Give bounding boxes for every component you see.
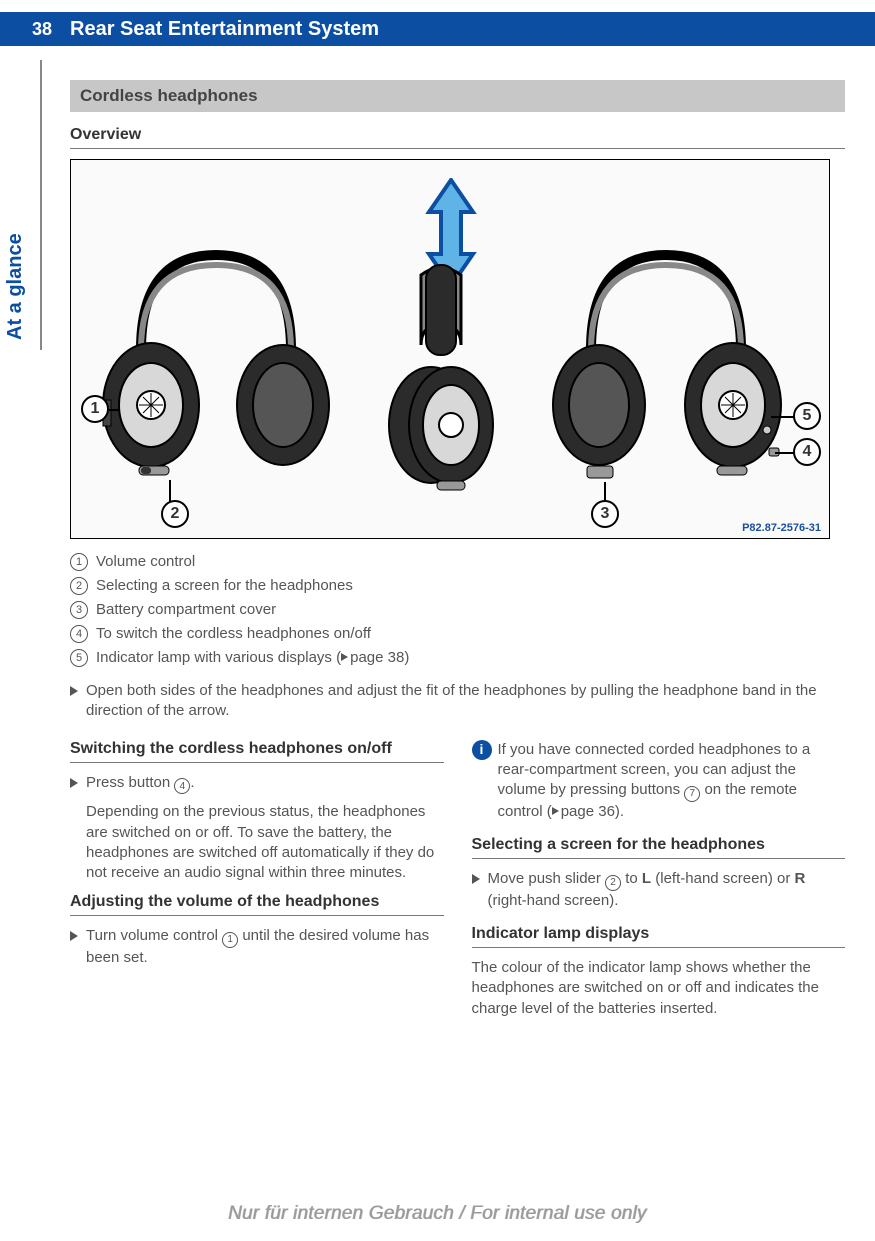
content-area: Cordless headphones Overview	[70, 80, 845, 1029]
subhead-switching: Switching the cordless headphones on/off	[70, 740, 444, 763]
two-column-area: Switching the cordless headphones on/off…	[70, 740, 845, 1029]
circ-ref-7: 7	[684, 786, 700, 802]
legend-row: 4 To switch the cordless headphones on/o…	[70, 625, 845, 643]
callout-2: 2	[161, 500, 189, 528]
bold-L: L	[642, 870, 651, 887]
open-headphones-step: Open both sides of the headphones and ad…	[70, 681, 845, 722]
headphone-drawing-1	[101, 230, 331, 500]
left-column: Switching the cordless headphones on/off…	[70, 740, 444, 1029]
header-bar: 38 Rear Seat Entertainment System	[0, 12, 875, 46]
subhead-indicator: Indicator lamp displays	[472, 925, 846, 948]
side-rule	[40, 60, 42, 350]
legend-text-4: To switch the cordless headphones on/off	[96, 625, 845, 642]
press-button-step: Press button 4.	[70, 773, 444, 795]
subhead-select-screen: Selecting a screen for the headphones	[472, 836, 846, 859]
legend-text-5: Indicator lamp with various displays ( pa…	[96, 649, 845, 666]
callout-4: 4	[793, 438, 821, 466]
indicator-body: The colour of the indicator lamp shows w…	[472, 958, 846, 1019]
info-icon: i	[472, 740, 492, 760]
callout-5: 5	[793, 402, 821, 430]
callout-1: 1	[81, 395, 109, 423]
r-s1-pre: Move push slider	[488, 870, 606, 887]
press-button-text: Press button 4.	[86, 773, 444, 795]
info-post: ).	[615, 803, 624, 820]
switching-body: Depending on the previous status, the he…	[70, 802, 444, 883]
step-bullet-icon	[70, 778, 78, 788]
legend-5-post: )	[404, 649, 409, 666]
step-bullet-icon	[472, 874, 480, 884]
legend-row: 5 Indicator lamp with various displays (…	[70, 649, 845, 667]
side-tab: At a glance	[0, 130, 36, 360]
callout-4-line	[775, 452, 795, 454]
page-number: 38	[0, 19, 62, 40]
info-page: page 36	[561, 803, 615, 820]
info-note: i If you have connected corded head­phon…	[472, 740, 846, 823]
legend-num-5: 5	[70, 649, 88, 667]
legend-row: 1 Volume control	[70, 553, 845, 571]
ref-triangle-icon	[552, 807, 559, 815]
legend-num-2: 2	[70, 577, 88, 595]
legend-5-pre: Indicator lamp with various displays (	[96, 649, 341, 666]
circ-ref-1: 1	[222, 932, 238, 948]
turn-volume-step: Turn volume control 1 until the desired …	[70, 926, 444, 968]
manual-page: 38 Rear Seat Entertainment System At a g…	[0, 0, 875, 1241]
s2-pre: Turn volume control	[86, 927, 222, 944]
headphone-drawing-3	[541, 230, 791, 500]
callout-3: 3	[591, 500, 619, 528]
legend-row: 2 Selecting a screen for the headphones	[70, 577, 845, 595]
section-heading-band: Cordless headphones	[70, 80, 845, 112]
legend-text-3: Battery compartment cover	[96, 601, 845, 618]
callout-3-num: 3	[601, 505, 610, 523]
bold-R: R	[795, 870, 806, 887]
legend-num-4: 4	[70, 625, 88, 643]
headphone-drawing-2	[371, 255, 511, 515]
figure-legend: 1 Volume control 2 Selecting a screen fo…	[70, 553, 845, 667]
move-slider-text: Move push slider 2 to L (left-hand scree…	[488, 869, 846, 911]
open-step-text: Open both sides of the headphones and ad…	[86, 681, 845, 722]
s1-post: .	[190, 774, 194, 791]
info-text: If you have connected corded head­phones…	[498, 740, 846, 823]
r-s1-mid: to	[621, 870, 642, 887]
figure-code: P82.87-2576-31	[742, 522, 821, 534]
chapter-title: Rear Seat Entertainment System	[62, 18, 379, 41]
callout-3-line	[604, 482, 606, 502]
turn-volume-text: Turn volume control 1 until the desired …	[86, 926, 444, 968]
subhead-volume: Adjusting the volume of the head­phones	[70, 893, 444, 916]
callout-4-num: 4	[803, 443, 812, 461]
step-bullet-icon	[70, 686, 78, 696]
move-slider-step: Move push slider 2 to L (left-hand scree…	[472, 869, 846, 911]
legend-5-ref: page 38	[350, 649, 404, 666]
ref-triangle-icon	[341, 653, 348, 661]
legend-row: 3 Battery compartment cover	[70, 601, 845, 619]
right-column: i If you have connected corded head­phon…	[472, 740, 846, 1029]
subhead-overview: Overview	[70, 126, 845, 149]
callout-5-line	[771, 416, 795, 418]
callout-2-line	[169, 480, 171, 502]
r-s1-post: (right-hand screen).	[488, 892, 619, 909]
side-tab-label: At a glance	[4, 233, 27, 340]
callout-2-num: 2	[171, 505, 180, 523]
legend-text-2: Selecting a screen for the headphones	[96, 577, 845, 594]
circ-ref-4: 4	[174, 778, 190, 794]
legend-num-1: 1	[70, 553, 88, 571]
watermark-text: Nur für internen Gebrauch / For internal…	[0, 1203, 875, 1225]
callout-5-num: 5	[803, 407, 812, 425]
legend-num-3: 3	[70, 601, 88, 619]
callout-1-line	[109, 409, 119, 411]
callout-1-num: 1	[91, 400, 100, 418]
circ-ref-2: 2	[605, 875, 621, 891]
step-bullet-icon	[70, 931, 78, 941]
legend-text-1: Volume control	[96, 553, 845, 570]
s1-pre: Press button	[86, 774, 174, 791]
headphones-figure: 1 2 3 4 5 P82.87-2576-31	[70, 159, 830, 539]
r-s1-mid2: (left-hand screen) or	[651, 870, 794, 887]
